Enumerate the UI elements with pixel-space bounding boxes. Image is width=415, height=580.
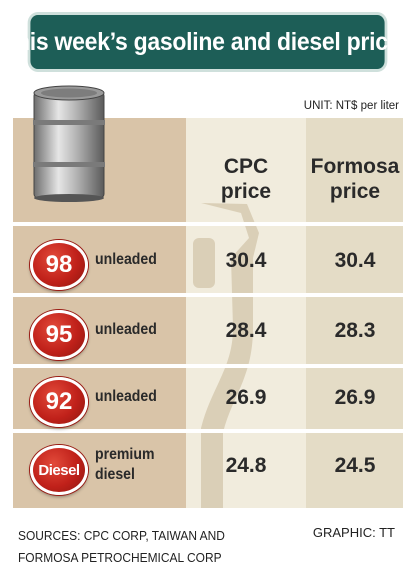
row-divider — [13, 364, 403, 368]
octane-92-badge: 92 — [30, 377, 88, 427]
row-divider — [13, 429, 403, 433]
diesel-badge: Diesel — [30, 445, 88, 495]
table-row: 95 unleaded 28.4 28.3 — [13, 304, 403, 360]
formosa-price-value: 30.4 — [334, 249, 376, 272]
fuel-type-line1: premium — [95, 446, 155, 463]
header-cpc-line2: price — [220, 180, 272, 203]
header-formosa-line2: price — [329, 180, 381, 203]
sources-note: SOURCES: CPC CORP, TAIWAN AND FORMOSA PE… — [18, 525, 225, 569]
fuel-type-label: premium diesel — [95, 445, 154, 485]
formosa-price-value: 26.9 — [334, 386, 376, 409]
unit-label: UNIT: NT$ per liter — [303, 100, 399, 112]
page-title: This week’s gasoline and diesel prices — [2, 15, 413, 69]
sources-line2: FORMOSA PETROCHEMICAL CORP — [18, 550, 222, 565]
row-divider — [13, 293, 403, 297]
table-row: 92 unleaded 26.9 26.9 — [13, 371, 403, 427]
fuel-type-label: unleaded — [95, 321, 157, 338]
oil-barrel-icon — [33, 85, 105, 202]
cpc-price-value: 28.4 — [225, 319, 267, 342]
row-divider — [13, 222, 403, 226]
fuel-type-line2: diesel — [95, 466, 135, 483]
octane-98-badge: 98 — [30, 240, 88, 290]
header-formosa-line1: Formosa — [310, 155, 400, 178]
header-cpc-price: CPC price — [186, 154, 306, 204]
formosa-column — [306, 118, 403, 508]
cpc-price-value: 24.8 — [225, 454, 267, 477]
fuel-type-label: unleaded — [95, 251, 157, 268]
formosa-price-value: 28.3 — [334, 319, 376, 342]
table-row: 98 unleaded 30.4 30.4 — [13, 234, 403, 290]
price-table: CPC price Formosa price 98 unleaded 30.4… — [13, 118, 403, 508]
sources-line1: SOURCES: CPC CORP, TAIWAN AND — [18, 528, 225, 543]
header-formosa-price: Formosa price — [295, 154, 415, 204]
cpc-price-value: 26.9 — [225, 386, 267, 409]
graphic-credit: GRAPHIC: TT — [312, 525, 395, 540]
cpc-price-value: 30.4 — [225, 249, 267, 272]
formosa-price-value: 24.5 — [334, 454, 376, 477]
octane-95-badge: 95 — [30, 310, 88, 360]
header-cpc-line1: CPC — [223, 155, 269, 178]
fuel-type-label: unleaded — [95, 388, 157, 405]
table-row: Diesel premium diesel 24.8 24.5 — [13, 439, 403, 495]
